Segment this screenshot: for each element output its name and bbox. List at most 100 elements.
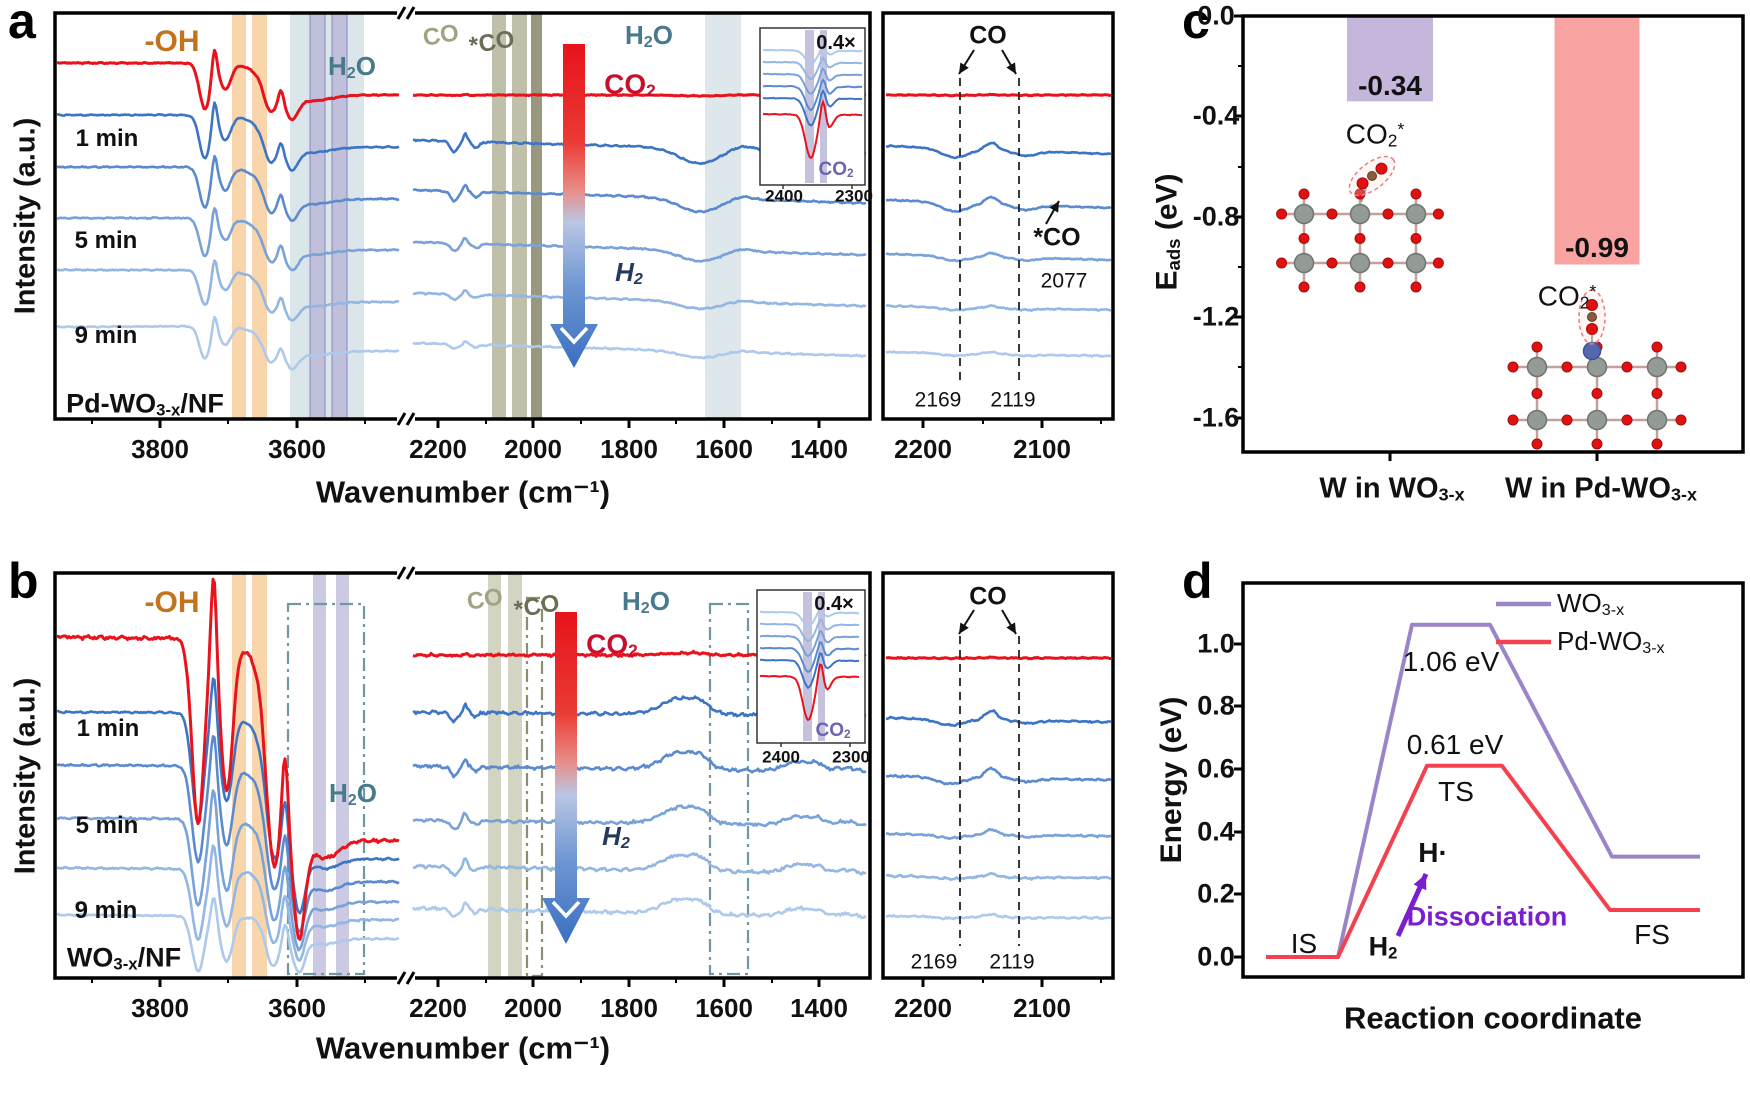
highlight-band (336, 573, 349, 978)
spectrum-curve (885, 92, 1111, 98)
axis-break (397, 413, 415, 425)
o-atom (1276, 208, 1288, 220)
axis-break (397, 972, 415, 984)
o-atom (1531, 388, 1543, 399)
o-atom (1507, 414, 1519, 426)
energy-profile-red_line (1266, 763, 1700, 959)
axis-break-slash (405, 412, 416, 426)
panel-letter-a: a (8, 0, 36, 49)
w-atom (1586, 409, 1608, 431)
o-atom (1298, 188, 1310, 200)
spectrum-curve (56, 844, 400, 962)
highlight-band (252, 13, 267, 419)
arrow-head (1006, 622, 1016, 634)
inset-spectrum-curve (759, 663, 860, 722)
spectrum-curve (56, 577, 400, 941)
o-atom (1675, 414, 1687, 426)
w-atom (1405, 252, 1427, 274)
inset-highlight-band (803, 592, 812, 741)
adsorption-energy-bar (1347, 16, 1433, 102)
arrow-head (959, 62, 969, 74)
axis-break-slash (396, 566, 407, 580)
pd-atom (1582, 341, 1602, 361)
o-atom (1298, 281, 1310, 293)
highlight-band (488, 573, 501, 978)
c-atom (1587, 312, 1597, 322)
spectrum-curve (56, 259, 400, 322)
highlight-band (232, 573, 246, 978)
spectrum-curve (885, 141, 1112, 160)
o-atom (1561, 361, 1573, 373)
dash-dot-box (525, 596, 544, 978)
inset-highlight-band (820, 30, 827, 183)
spectrum-curve (56, 897, 400, 974)
o-atom (1651, 341, 1663, 353)
o-atom (1651, 438, 1663, 450)
spectrum-curve (412, 804, 867, 831)
spectrum-curve (885, 871, 1112, 882)
o-atom (1326, 257, 1338, 269)
w-atom (1349, 252, 1371, 274)
o-atom (1507, 361, 1519, 373)
w-atom (1293, 252, 1315, 274)
axis-break-slash (396, 412, 407, 426)
w-atom (1646, 409, 1668, 431)
o-atom (1410, 281, 1422, 293)
o-atom (1410, 233, 1422, 244)
energy-profile-purple_line (1266, 622, 1700, 959)
o-atom (1621, 414, 1633, 426)
panel-letter-b: b (8, 553, 39, 609)
o-atom (1354, 233, 1366, 244)
inset-spectrum-curve (762, 88, 863, 127)
o-atom (1382, 208, 1394, 220)
axes-box-sub (881, 11, 1115, 421)
highlight-band (492, 13, 506, 419)
spectrum-curve (412, 237, 867, 263)
o-atom (1375, 162, 1388, 175)
o-atom (1651, 388, 1663, 399)
panel-letter-c: c (1182, 0, 1210, 49)
spectrum-curve (885, 350, 1112, 358)
o-atom (1356, 177, 1369, 190)
o-atom (1382, 257, 1394, 269)
inset-spectrum-curve (759, 630, 860, 658)
o-atom (1432, 257, 1444, 269)
axis-break-slash (405, 566, 416, 580)
spectrum-curve (885, 304, 1112, 312)
spectrum-curve (56, 677, 400, 915)
highlight-band (309, 12, 326, 420)
axes-box (53, 571, 872, 980)
highlight-band (508, 573, 522, 978)
axis-break-slash (396, 971, 407, 985)
inset-spectrum-curve (759, 607, 860, 628)
inset-spectrum-curve (759, 641, 860, 674)
gas-switch-arrow (550, 44, 598, 368)
o-atom (1354, 281, 1366, 293)
dash-dot-box (708, 602, 750, 976)
inset-spectrum-curve (763, 67, 863, 95)
w-atom (1293, 203, 1315, 225)
inset-highlight-band (805, 30, 814, 183)
inset-spectrum-curve (762, 56, 863, 81)
panel-letter-d: d (1182, 553, 1213, 609)
arrow-chevron (551, 900, 581, 919)
spectrum-curve (885, 195, 1112, 213)
axes-box (1241, 14, 1745, 454)
highlight-band (290, 13, 364, 419)
highlight-band (531, 13, 542, 419)
o-atom (1531, 341, 1543, 353)
w-atom (1349, 203, 1371, 225)
w-atom (1526, 409, 1548, 431)
axes-box (53, 11, 872, 421)
inset-spectrum-curve (759, 618, 860, 642)
arrow-head (1049, 201, 1059, 213)
inset-spectrum-curve (759, 652, 859, 690)
spectrum-curve (412, 340, 867, 360)
axis-break (397, 567, 415, 579)
o-atom (1586, 299, 1598, 311)
spectrum-curve (412, 288, 867, 311)
o-atom (1326, 208, 1338, 220)
inset-spectrum-curve (762, 78, 863, 112)
spectrum-curve (412, 183, 867, 214)
